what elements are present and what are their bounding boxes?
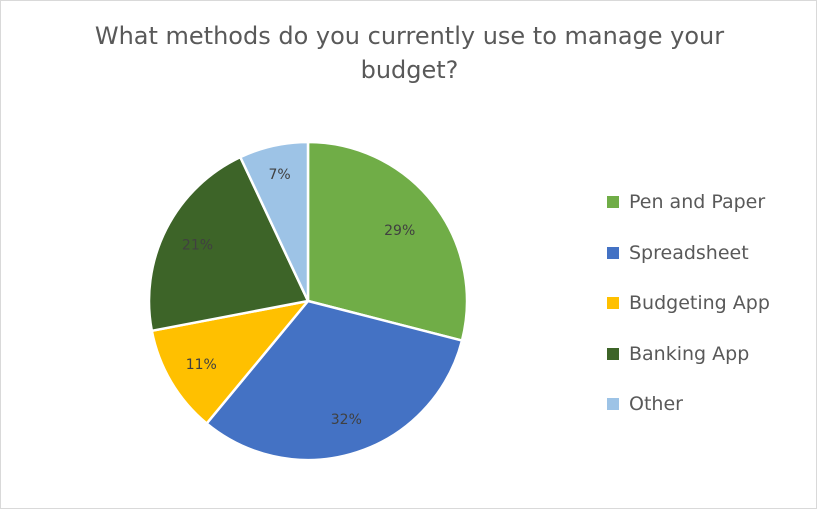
legend-item-budgeting-app: Budgeting App <box>607 278 807 329</box>
pie-slice-pen-and-paper <box>306 140 469 342</box>
legend-label: Spreadsheet <box>629 241 749 264</box>
legend-label: Budgeting App <box>629 292 770 315</box>
legend-item-pen-and-paper: Pen and Paper <box>607 177 807 228</box>
legend-swatch <box>607 246 619 259</box>
chart-title: What methods do you currently use to man… <box>94 22 725 84</box>
legend-item-other: Other <box>607 379 807 430</box>
pie-slice-spreadsheet <box>205 299 464 462</box>
legend-label: Banking App <box>629 342 750 365</box>
pie-slice-budgeting-app <box>150 299 310 425</box>
pie-slice-other <box>239 140 310 303</box>
pie-slice-banking-app <box>147 155 310 333</box>
legend-swatch <box>607 398 619 411</box>
data-label-banking-app: 21% <box>182 238 213 254</box>
data-label-pen-and-paper: 29% <box>384 223 415 239</box>
legend-label: Other <box>629 393 683 416</box>
data-label-spreadsheet: 32% <box>331 412 362 428</box>
legend-swatch <box>607 297 619 310</box>
legend-label: Pen and Paper <box>629 191 766 214</box>
legend: Pen and Paper Spreadsheet Budgeting App Ban… <box>607 177 807 430</box>
legend-item-spreadsheet: Spreadsheet <box>607 228 807 279</box>
legend-swatch <box>607 347 619 360</box>
legend-item-banking-app: Banking App <box>607 329 807 380</box>
legend-swatch <box>607 196 619 209</box>
data-label-other: 7% <box>268 167 290 183</box>
data-label-budgeting-app: 11% <box>186 357 217 373</box>
